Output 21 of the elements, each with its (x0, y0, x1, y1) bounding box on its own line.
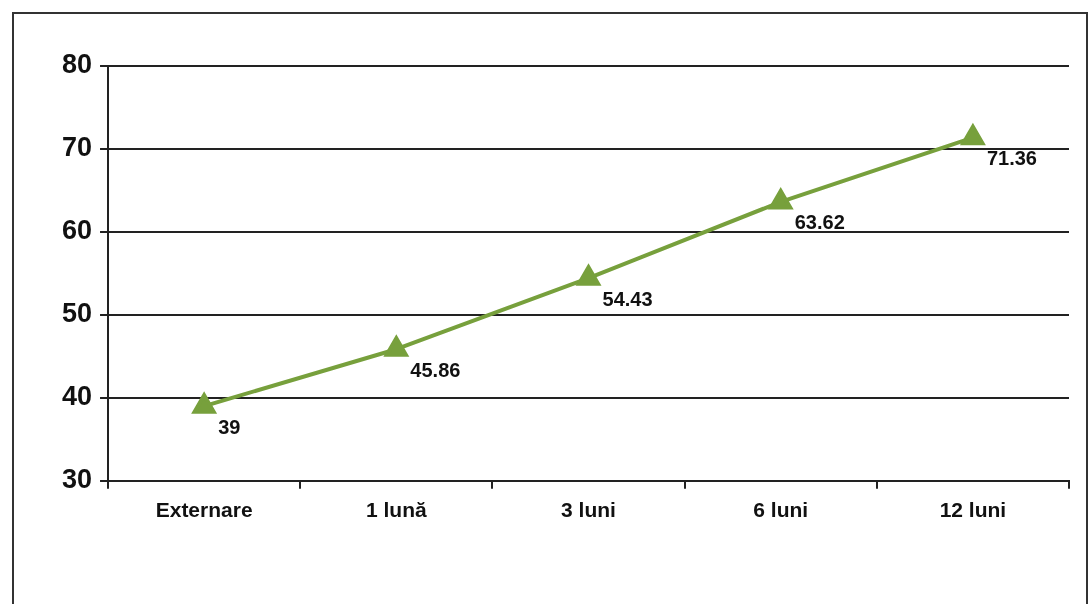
y-tick-label: 80 (61, 49, 93, 80)
x-tick-label: Externare (155, 498, 253, 522)
data-label: 63.62 (794, 211, 845, 234)
data-label: 54.43 (602, 287, 653, 310)
data-label: 45.86 (410, 358, 461, 381)
y-tick-label: 60 (61, 215, 93, 246)
point (576, 265, 601, 286)
y-tick-label: 30 (61, 464, 93, 495)
point (769, 188, 793, 210)
point (192, 393, 216, 414)
y-tick-label: 50 (61, 298, 93, 329)
point (960, 122, 986, 146)
x-tick-label: 12 luni (939, 498, 1007, 522)
x-tick-label: 6 luni (753, 498, 809, 522)
y-tick-label: 70 (61, 132, 93, 163)
data-label: 71.36 (986, 147, 1037, 170)
x-tick-label: 3 luni (561, 498, 616, 522)
point (384, 336, 408, 357)
data-label: 39 (218, 415, 241, 438)
y-tick-label: 40 (61, 381, 93, 412)
x-tick-label: 1 lună (365, 498, 427, 522)
